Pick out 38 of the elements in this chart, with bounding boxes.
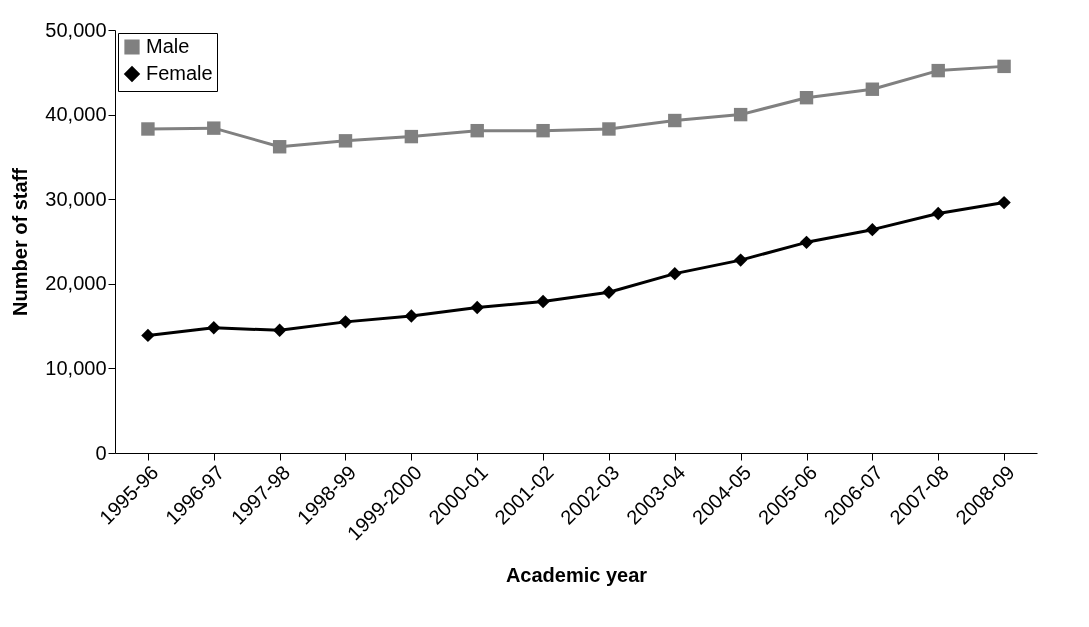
point	[338, 134, 353, 148]
point	[470, 123, 484, 138]
point	[272, 140, 287, 154]
point	[865, 82, 880, 96]
point	[272, 323, 287, 338]
point	[141, 122, 155, 136]
point	[470, 300, 484, 315]
point	[733, 253, 748, 267]
point	[338, 315, 353, 329]
legend-label: Male	[146, 35, 190, 57]
y-tick-label: 10,000	[45, 356, 107, 379]
point	[207, 321, 221, 335]
point	[799, 235, 814, 250]
point	[931, 63, 945, 78]
point	[799, 90, 814, 105]
x-axis-title: Academic year	[505, 564, 648, 587]
y-tick-label: 30,000	[45, 187, 107, 210]
point	[404, 129, 419, 144]
point	[865, 222, 880, 237]
point	[668, 266, 682, 281]
point	[602, 122, 616, 136]
point	[668, 113, 682, 128]
point	[733, 107, 748, 122]
y-axis-title: Number of staff	[9, 167, 32, 316]
point	[141, 328, 155, 343]
y-tick-label: 40,000	[45, 103, 107, 126]
point	[536, 294, 550, 309]
point	[602, 285, 616, 299]
point	[997, 195, 1011, 210]
point	[931, 206, 945, 221]
point	[997, 59, 1011, 74]
point	[404, 309, 419, 323]
legend-label: Female	[146, 62, 213, 84]
point	[207, 121, 221, 135]
y-tick-label: 0	[95, 441, 107, 464]
point	[536, 123, 550, 138]
y-tick-label: 20,000	[45, 272, 107, 295]
y-tick-label: 50,000	[45, 18, 107, 41]
